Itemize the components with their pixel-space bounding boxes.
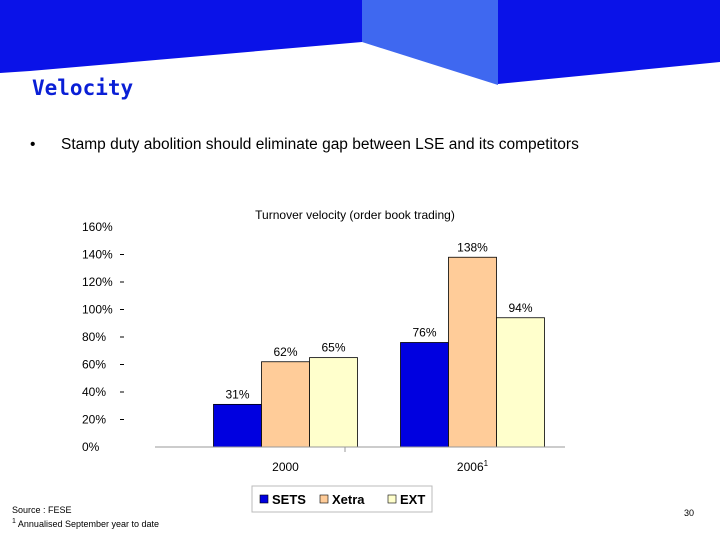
footnote: 1 Annualised September year to date: [12, 516, 159, 530]
header-dark-shape-left: [0, 0, 362, 73]
x-tick-superscript: 1: [484, 459, 489, 468]
y-tick-label: 120%: [82, 275, 113, 289]
bar-ext-2000: [309, 357, 358, 448]
y-tick-label: 140%: [82, 248, 113, 262]
bar-sets-2006: [400, 342, 449, 448]
x-tick-label: 2000: [272, 460, 299, 474]
y-tick-label: 80%: [82, 330, 106, 344]
header-dark-shape-right: [498, 0, 720, 84]
footnote-text: Annualised September year to date: [17, 519, 160, 529]
legend-swatch-ext: [387, 494, 397, 504]
y-tick-label: 40%: [82, 385, 106, 399]
legend-label-xetra: Xetra: [332, 492, 365, 507]
data-label: 138%: [457, 240, 488, 254]
data-label: 76%: [412, 326, 436, 340]
y-tick-label: 60%: [82, 358, 106, 372]
bar-xetra-2000: [261, 361, 310, 448]
slide-title: Velocity: [32, 76, 134, 100]
y-tick-label: 20%: [82, 413, 106, 427]
page-number: 30: [684, 508, 695, 518]
legend-label-ext: EXT: [400, 492, 425, 507]
bullet-text: Stamp duty abolition should eliminate ga…: [61, 136, 579, 153]
bar-xetra-2006: [448, 256, 497, 448]
bullet-marker: •: [30, 136, 36, 153]
x-tick-label: 20061: [457, 459, 489, 474]
legend-swatch-xetra: [319, 494, 329, 504]
data-label: 62%: [273, 345, 297, 359]
y-tick-label: 0%: [82, 440, 100, 454]
y-tick-label: 160%: [82, 220, 113, 234]
bar-sets-2000: [213, 403, 262, 448]
y-tick-label: 100%: [82, 303, 113, 317]
header-light-shape: [362, 0, 498, 85]
data-label: 31%: [225, 387, 249, 401]
footnote-marker: 1: [12, 518, 16, 525]
header-band: [0, 0, 720, 85]
source-text: Source : FESE: [12, 505, 72, 515]
chart-title: Turnover velocity (order book trading): [255, 208, 455, 222]
legend-box: [251, 485, 433, 513]
bar-ext-2006: [496, 317, 545, 448]
legend-label-sets: SETS: [272, 492, 306, 507]
data-label: 65%: [321, 341, 345, 355]
data-label: 94%: [508, 301, 532, 315]
source-note: Source : FESE 1 Annualised September yea…: [12, 504, 159, 530]
legend-swatch-sets: [259, 494, 269, 504]
